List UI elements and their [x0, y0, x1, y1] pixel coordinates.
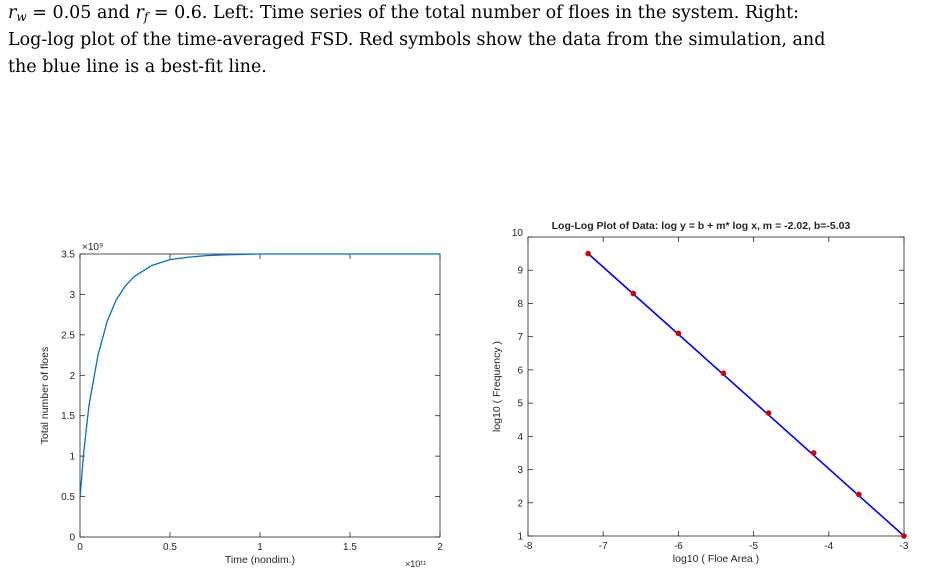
x-tick-label: -3 [900, 541, 909, 552]
x-tick-label: 2 [437, 542, 443, 553]
x-tick-label: -6 [674, 541, 683, 552]
data-point [720, 370, 727, 377]
plot-frame [527, 236, 905, 537]
y-tick-label: 1 [517, 532, 523, 543]
plot-frame [79, 253, 441, 538]
y-tick-label: 0 [69, 533, 75, 544]
y-tick-label: 0.5 [61, 492, 75, 503]
x-tick-label: -5 [749, 541, 758, 552]
y-tick-label: 2 [517, 498, 523, 509]
data-point [856, 491, 862, 498]
data-point [810, 450, 817, 456]
caption-var-r2: r [135, 3, 144, 23]
caption-line-1: rw = 0.05 and rf = 0.6. Left: Time serie… [8, 0, 938, 27]
x-tick-label: -7 [599, 541, 608, 552]
x-tick-label: 1 [257, 542, 263, 553]
caption-var-r: r [8, 3, 17, 23]
y-tick-label: 1.5 [61, 411, 75, 422]
y-tick-label: 9 [517, 266, 523, 277]
y-tick-label: 8 [517, 299, 523, 310]
left-chart-time-series: 0 0.5 1 1.5 2 0 0.5 1 1.5 2 2.5 3 3.5 Time (nondim.) T… [39, 242, 443, 569]
caption-line-3: the blue line is a best-fit line. [8, 57, 267, 77]
caption-sub-f: f [143, 10, 149, 24]
y-tick-label: 3.5 [61, 250, 75, 261]
x-axis-label: Time (nondim.) [225, 554, 295, 566]
caption-line-2: Log-log plot of the time-averaged FSD. R… [8, 30, 826, 50]
caption-val-1: = 0.05 and [26, 3, 136, 23]
data-point [585, 250, 591, 257]
y-tick-label: 1 [69, 452, 75, 463]
data-point [765, 410, 772, 416]
x-tick-label: 0.5 [163, 542, 177, 553]
chart-title: Log-Log Plot of Data: log y = b + m* log… [552, 220, 851, 232]
y-tick-label: 5 [517, 399, 523, 410]
y-tick-label: 7 [517, 332, 523, 343]
x-multiplier: ×10¹¹ [405, 559, 426, 569]
x-tick-label: 0 [77, 542, 83, 553]
caption-sub-w: w [16, 10, 27, 24]
y-tick-label: 3 [69, 290, 75, 301]
x-tick-label: -8 [524, 541, 533, 552]
y-multiplier: ×10⁹ [82, 242, 103, 253]
y-tick-label: 6 [517, 365, 523, 376]
data-point [630, 290, 637, 297]
series-line-total-floes [79, 253, 440, 499]
data-point [675, 330, 682, 337]
caption-line-1-rest: = 0.6. Left: Time series of the total nu… [148, 3, 800, 23]
y-tick-label: 4 [517, 432, 523, 443]
y-tick-label: 2.5 [61, 330, 75, 341]
best-fit-line [587, 253, 905, 537]
x-tick-label: -4 [824, 541, 833, 552]
y-axis-label: Total number of floes [39, 347, 51, 444]
y-tick-label: 2 [69, 371, 75, 382]
data-point [901, 533, 907, 539]
x-axis-label: log10 ( Floe Area ) [673, 553, 759, 565]
y-tick-label: 3 [517, 465, 523, 476]
x-tick-label: 1.5 [343, 542, 357, 553]
figure-caption: rw = 0.05 and rf = 0.6. Left: Time serie… [8, 0, 938, 81]
right-chart-loglog: -8 -7 -6 -5 -4 -3 1 2 3 4 5 6 7 8 9 10 log10 ( Floe Area… [491, 220, 909, 565]
y-tick-label: 10 [512, 228, 524, 239]
y-axis-label: log10 ( Frequency ) [491, 341, 503, 432]
